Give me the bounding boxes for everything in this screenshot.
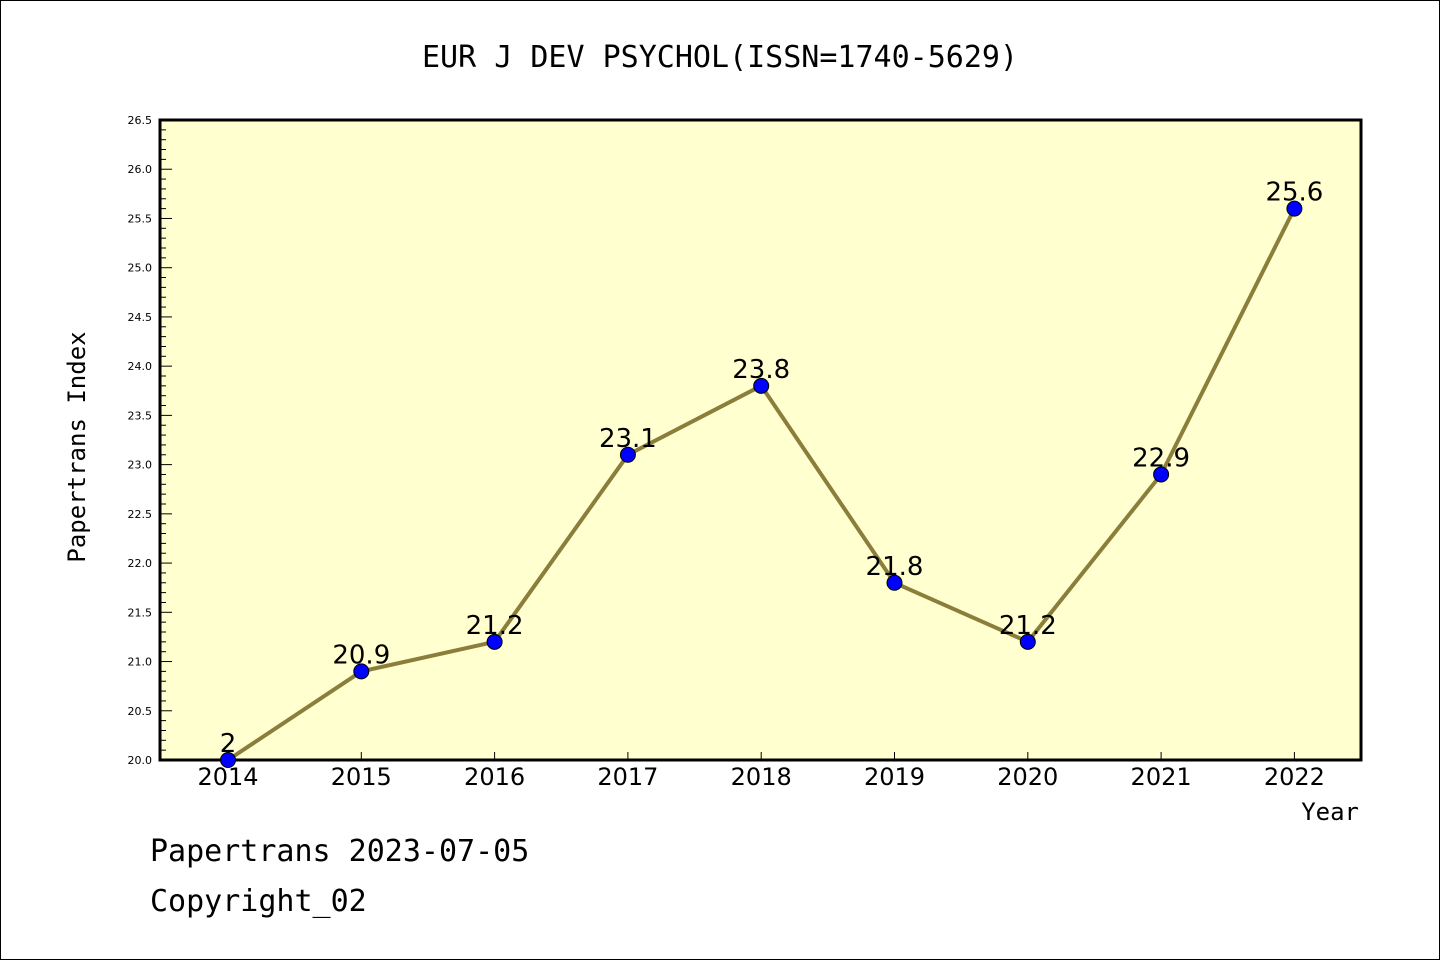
y-tick-label: 26.0: [128, 163, 153, 176]
y-tick-label: 26.5: [128, 114, 153, 127]
data-point: [486, 633, 503, 650]
x-tick-label: 2016: [464, 763, 525, 791]
y-tick-label: 25.0: [128, 262, 153, 275]
x-tick-label: 2021: [1131, 763, 1192, 791]
chart-title: EUR J DEV PSYCHOL(ISSN=1740-5629): [422, 40, 1018, 75]
data-label: 22.9: [1132, 443, 1190, 473]
y-tick-label: 22.0: [128, 557, 153, 570]
x-tick-label: 2019: [864, 763, 925, 791]
x-tick-label: 2018: [731, 763, 792, 791]
data-label: 25.6: [1265, 178, 1323, 208]
footer-copyright: Copyright_02: [150, 884, 367, 919]
y-axis: 20.0 20.5 21.0 21.5 22.0 22.5 23.0 23.5 24.0 24.5…: [128, 114, 172, 767]
y-tick-label: 23.0: [128, 459, 153, 472]
data-label: 2: [220, 729, 237, 759]
data-labels: 2 20.9 21.2 23.1 23.8 21.8 21.2 22.9 25.6: [220, 178, 1324, 759]
y-tick-label: 25.5: [128, 212, 153, 225]
series-line: [220, 200, 1303, 768]
plot-area: [158, 118, 1363, 762]
y-axis-title: Papertrans Index: [63, 331, 91, 562]
data-label: 21.2: [466, 611, 524, 641]
data-point: [1019, 633, 1036, 650]
footer-date: Papertrans 2023-07-05: [150, 834, 530, 869]
data-point: [220, 752, 236, 768]
x-axis: 2014 2015 2016 2017 2018 2019 2020 2021 2022: [197, 752, 1325, 791]
data-point: [1153, 466, 1170, 483]
y-tick-label: 20.5: [128, 705, 153, 718]
y-tick-label: 24.5: [128, 311, 153, 324]
x-tick-label: 2022: [1264, 763, 1325, 791]
y-tick-label: 21.0: [128, 656, 153, 669]
x-tick-label: 2017: [597, 763, 658, 791]
data-label: 20.9: [332, 640, 390, 670]
y-tick-label: 24.0: [128, 360, 153, 373]
x-tick-label: 2015: [331, 763, 392, 791]
data-label: 21.2: [999, 611, 1057, 641]
x-axis-title: Year: [1301, 798, 1359, 826]
data-point: [886, 574, 903, 591]
y-tick-label: 20.0: [128, 754, 153, 767]
data-point: [753, 377, 770, 394]
y-tick-label: 21.5: [128, 606, 153, 619]
y-tick-label: 22.5: [128, 508, 153, 521]
y-tick-label: 23.5: [128, 409, 153, 422]
data-point: [619, 446, 636, 463]
data-point: [1286, 200, 1303, 217]
data-point: [353, 663, 370, 680]
data-label: 21.8: [866, 552, 924, 582]
data-label: 23.8: [732, 355, 790, 385]
x-tick-label: 2020: [997, 763, 1058, 791]
data-label: 23.1: [599, 424, 657, 454]
